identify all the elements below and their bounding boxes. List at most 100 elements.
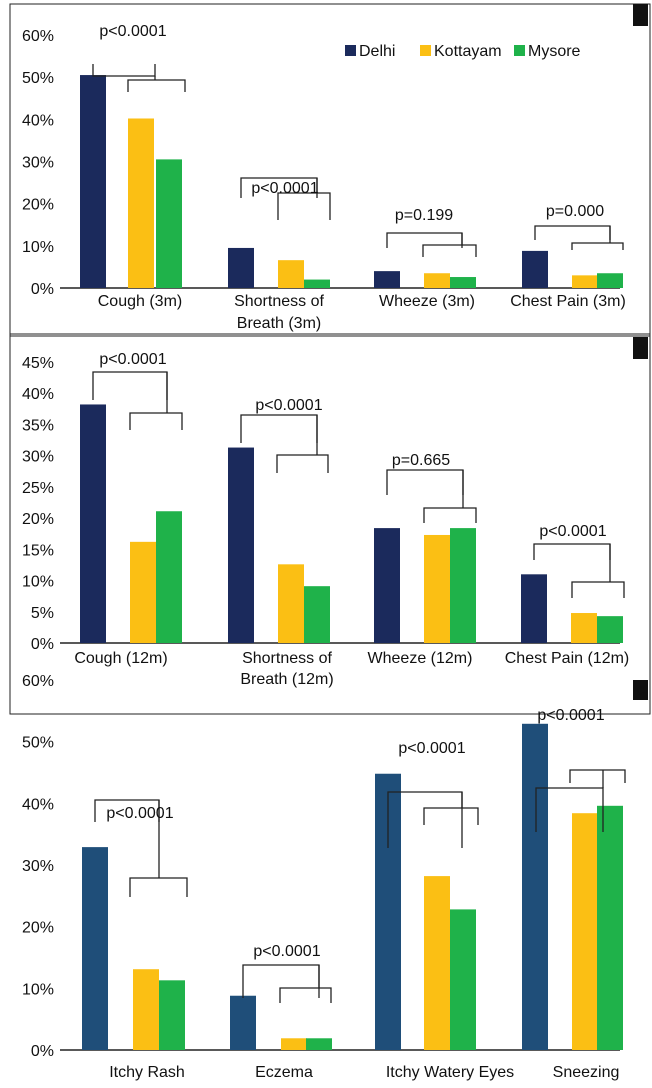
bar-kottayam-1 [278, 260, 304, 288]
category-label: Wheeze (3m) [379, 293, 475, 310]
y-tick-label: 15% [22, 542, 54, 559]
category-label: Wheeze (12m) [368, 650, 473, 667]
p-value-label: p<0.0001 [99, 23, 166, 40]
p-value-label: p<0.0001 [251, 180, 318, 197]
category-label: Itchy Watery Eyes [386, 1064, 514, 1081]
category-label: Cough (12m) [74, 650, 167, 667]
bar-kottayam-0 [133, 969, 159, 1050]
panel-tag-label: a [636, 8, 645, 25]
significance-bracket [569, 769, 626, 783]
y-tick-label: 20% [22, 511, 54, 528]
bar-mysore-3 [597, 805, 623, 1050]
panel-tag-label: c [637, 682, 645, 699]
bar-kottayam-1 [278, 564, 304, 643]
significance-bracket [423, 507, 477, 523]
bar-delhi-2 [374, 271, 400, 288]
bar-delhi-1 [230, 995, 256, 1050]
bar-kottayam-2 [424, 534, 450, 643]
bar-mysore-1 [304, 586, 330, 643]
significance-bracket [127, 79, 186, 92]
bar-kottayam-3 [571, 613, 597, 643]
panel-tag-box [633, 4, 648, 26]
significance-bracket [92, 64, 156, 77]
p-value-label: p<0.0001 [99, 351, 166, 368]
bar-delhi-3 [522, 250, 548, 288]
p-value-label: p<0.0001 [398, 740, 465, 757]
significance-bracket [386, 469, 464, 495]
bar-mysore-3 [597, 616, 623, 643]
significance-bracket [277, 192, 331, 220]
significance-bracket [423, 807, 479, 825]
significance-bracket [129, 412, 183, 430]
category-label: Chest Pain (3m) [510, 293, 626, 310]
y-tick-label: 45% [22, 355, 54, 372]
bar-delhi-2 [374, 528, 400, 643]
bar-delhi-3 [521, 574, 547, 643]
bar-kottayam-2 [424, 273, 450, 288]
y-tick-label: 0% [31, 281, 54, 298]
p-value-label: p=0.000 [546, 203, 604, 220]
bar-mysore-2 [450, 909, 476, 1050]
significance-bracket [240, 414, 318, 443]
p-value-label: p=0.199 [395, 207, 453, 224]
y-tick-label: 0% [31, 1043, 54, 1060]
bar-delhi-0 [80, 404, 106, 643]
y-tick-label: 40% [22, 112, 54, 129]
bar-delhi-1 [228, 247, 254, 288]
significance-bracket [242, 964, 320, 998]
y-tick-label: 20% [22, 197, 54, 214]
y-tick-label: 20% [22, 920, 54, 937]
y-tick-label: 35% [22, 417, 54, 434]
significance-bracket [129, 877, 188, 897]
p-value-label: p<0.0001 [106, 805, 173, 822]
legend-label: Mysore [528, 43, 581, 60]
y-tick-label: 30% [22, 858, 54, 875]
significance-bracket [533, 543, 611, 560]
significance-bracket [534, 225, 611, 240]
y-tick-label: 60% [22, 673, 54, 690]
bar-delhi-0 [82, 847, 108, 1050]
bar-mysore-0 [156, 511, 182, 643]
significance-bracket [276, 454, 329, 473]
panel-tag-label: b [636, 341, 645, 358]
y-tick-label: 10% [22, 239, 54, 256]
panel-frame [9, 333, 651, 715]
bar-kottayam-1 [281, 1038, 307, 1050]
y-tick-label: 50% [22, 70, 54, 87]
bar-mysore-0 [159, 980, 185, 1050]
p-value-label: p=0.665 [392, 452, 450, 469]
panel-tag-box [633, 337, 648, 359]
y-tick-label: 40% [22, 386, 54, 403]
p-value-label: p<0.0001 [253, 943, 320, 960]
bar-mysore-1 [306, 1038, 332, 1050]
y-tick-label: 25% [22, 480, 54, 497]
significance-bracket [535, 787, 604, 832]
bar-kottayam-0 [128, 118, 154, 289]
bar-delhi-3 [522, 723, 548, 1050]
p-value-label: p<0.0001 [537, 707, 604, 724]
significance-bracket [571, 581, 625, 598]
y-tick-label: 30% [22, 449, 54, 466]
bar-kottayam-2 [424, 876, 450, 1050]
bar-kottayam-0 [130, 541, 156, 643]
y-tick-label: 10% [22, 574, 54, 591]
significance-bracket [386, 232, 463, 248]
bar-mysore-1 [304, 279, 330, 288]
panel-tag-box [633, 680, 648, 700]
y-tick-label: 0% [31, 636, 54, 653]
bar-kottayam-3 [572, 275, 598, 288]
bar-mysore-2 [450, 528, 476, 643]
significance-bracket [279, 987, 332, 1003]
legend-label: Kottayam [434, 43, 502, 60]
p-value-label: p<0.0001 [539, 523, 606, 540]
significance-bracket [571, 242, 624, 250]
y-tick-label: 60% [22, 28, 54, 45]
y-tick-label: 50% [22, 735, 54, 752]
significance-bracket [92, 371, 168, 400]
bar-mysore-3 [597, 273, 623, 288]
y-tick-label: 30% [22, 155, 54, 172]
category-label: Breath (3m) [237, 315, 321, 332]
category-label: Breath (12m) [240, 671, 333, 688]
